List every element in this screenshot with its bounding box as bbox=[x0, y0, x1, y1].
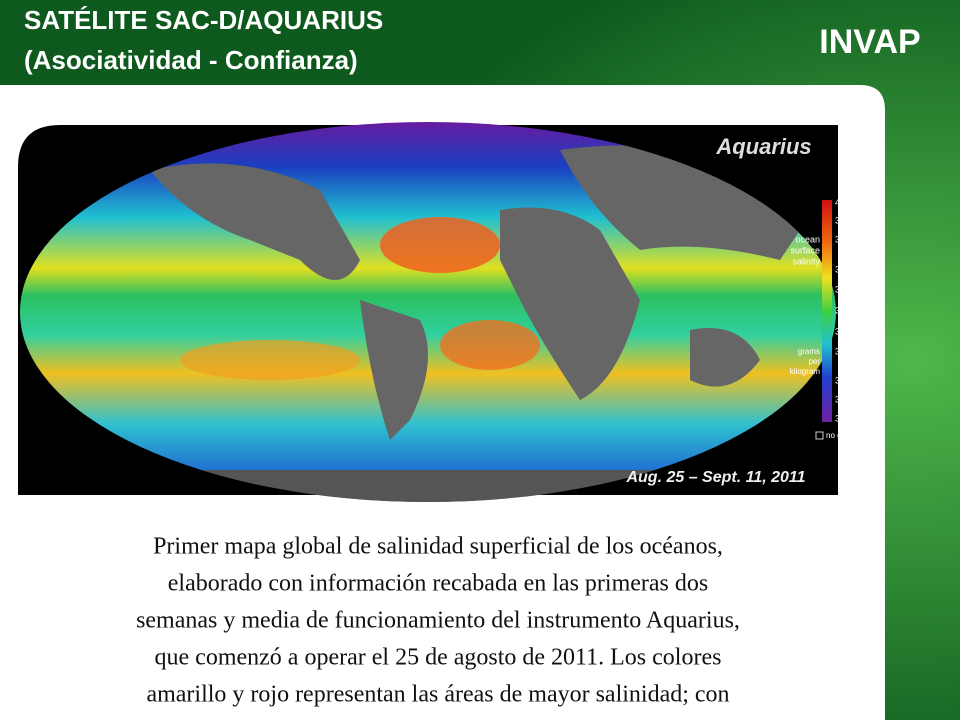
legend-tick: 33 bbox=[835, 375, 845, 385]
legend-tick: 35 bbox=[835, 305, 845, 315]
slide-title: (Asociatividad - Confianza) bbox=[24, 45, 358, 75]
caption-line: elaborado con información recabada en la… bbox=[168, 571, 708, 597]
legend-tick: 32 bbox=[835, 394, 845, 404]
legend-unit: per bbox=[808, 357, 820, 366]
legend-unit: kilogram bbox=[790, 367, 821, 376]
caption-line: que comenzó a operar el 25 de agosto de … bbox=[155, 645, 722, 671]
legend-title: ocean bbox=[795, 234, 820, 244]
legend-tick: 34.5 bbox=[835, 326, 853, 336]
legend-tick: 36 bbox=[835, 264, 845, 274]
no-data-label: no data bbox=[826, 431, 853, 440]
legend-tick: 38 bbox=[835, 215, 845, 225]
legend-title: surface bbox=[790, 245, 820, 255]
slide-title: SATÉLITE SAC-D/AQUARIUS bbox=[24, 5, 383, 35]
caption-line: amarillo y rojo representan las áreas de… bbox=[146, 682, 729, 708]
color-bar bbox=[822, 200, 832, 422]
legend-tick: 40 bbox=[835, 197, 845, 207]
legend-unit: grams bbox=[798, 347, 820, 356]
legend-tick: 35.5 bbox=[835, 284, 853, 294]
no-data-swatch bbox=[815, 431, 824, 440]
image-title: Aquarius bbox=[715, 134, 811, 159]
caption-line: Primer mapa global de salinidad superfic… bbox=[153, 534, 723, 560]
legend-tick: 34 bbox=[835, 346, 845, 356]
legend-tick: 37 bbox=[835, 234, 845, 244]
caption-line: semanas y media de funcionamiento del in… bbox=[136, 608, 740, 634]
image-date: Aug. 25 – Sept. 11, 2011 bbox=[625, 469, 805, 486]
logo: INVAP bbox=[819, 23, 920, 61]
legend-tick: 30 bbox=[835, 413, 845, 423]
legend-title: salinity bbox=[792, 256, 820, 266]
